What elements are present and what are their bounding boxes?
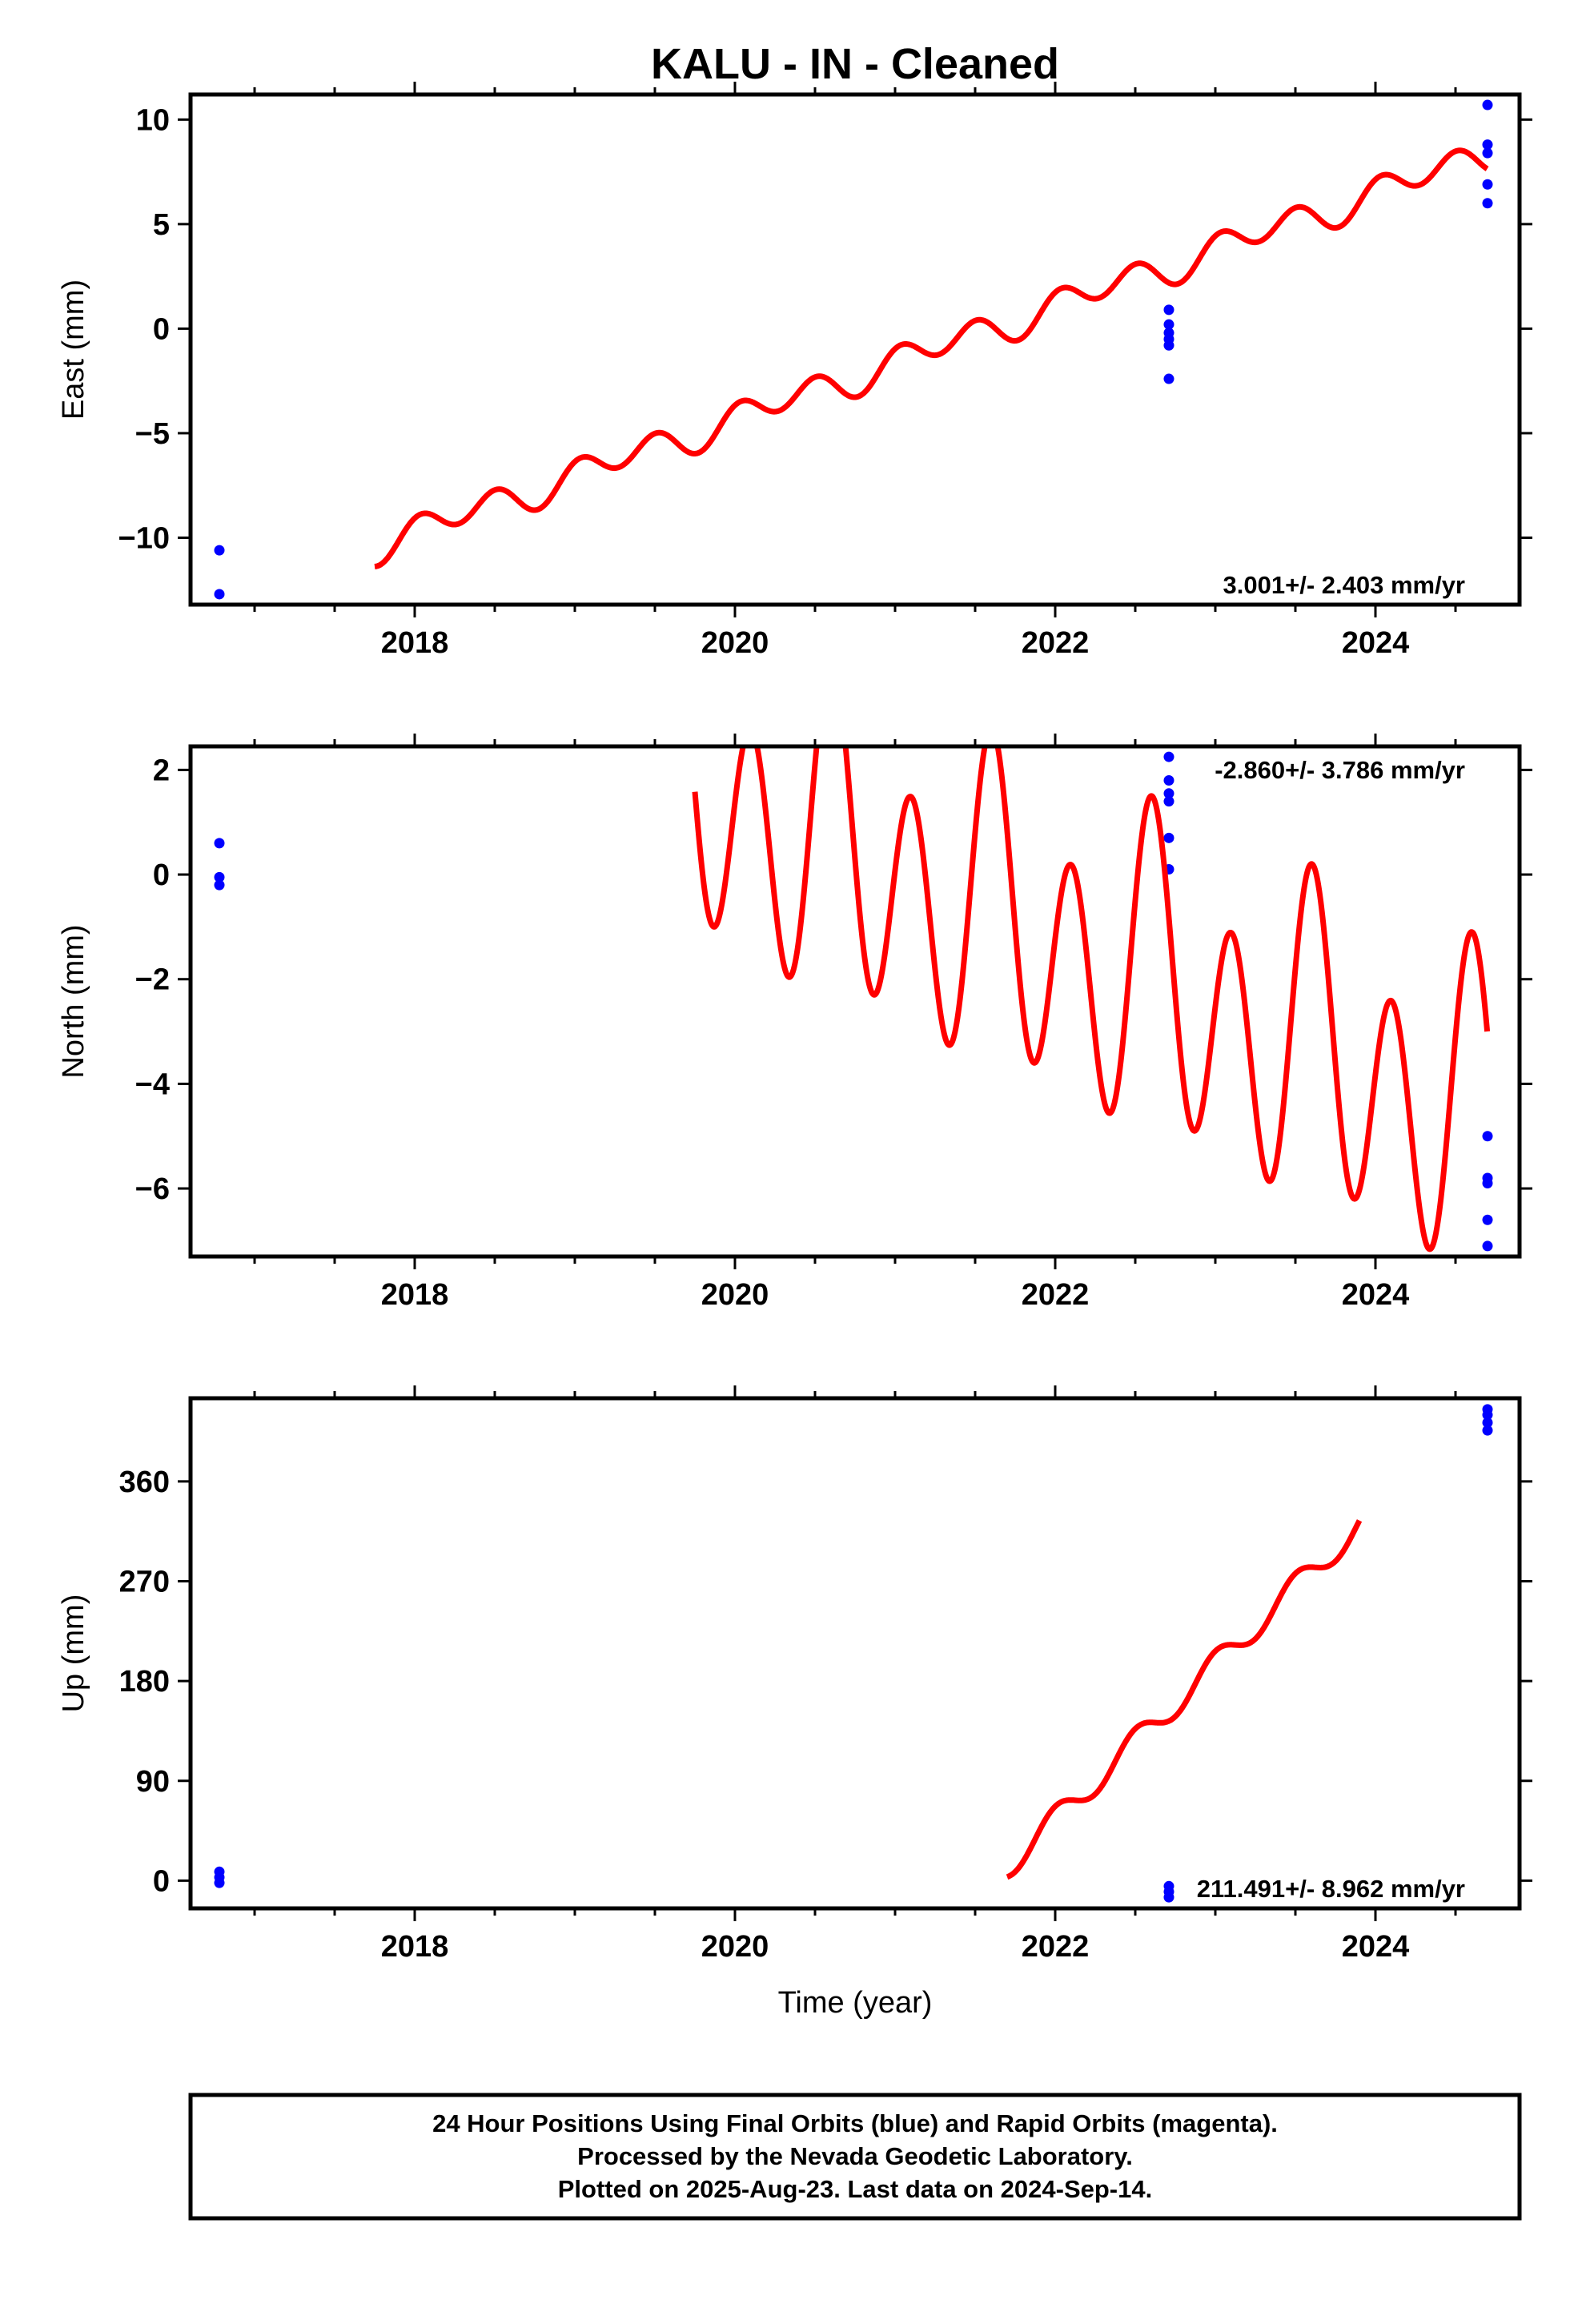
north-data-point <box>1482 1178 1493 1189</box>
east-plot-area <box>214 99 1493 600</box>
north-rate-label: -2.860+/- 3.786 mm/yr <box>1215 756 1465 784</box>
up-x-tick-label: 2024 <box>1342 1930 1410 1964</box>
east-y-tick-label: 5 <box>153 208 170 242</box>
up-data-point <box>1482 1409 1493 1421</box>
up-y-tick-label: 90 <box>136 1765 170 1799</box>
north-data-point <box>1163 774 1174 786</box>
north-data-point <box>1163 751 1174 762</box>
north-panel: 2018 2020 2022 2024 −6 −4 −2 0 2 North (mm) -2.860… <box>57 734 1532 1312</box>
up-frame <box>188 1396 1522 1911</box>
east-data-point <box>1163 319 1174 330</box>
figure-title: KALU - IN - Cleaned <box>651 40 1059 88</box>
up-panel: 2018 2020 2022 2024 0 90 180 270 360 Up (mm) Time … <box>57 1385 1532 2020</box>
east-data-point <box>1482 147 1493 159</box>
east-model-line <box>372 147 1490 569</box>
footer-frame <box>188 2093 1522 2221</box>
footer-line-2: Processed by the Nevada Geodetic Laborat… <box>577 2142 1133 2170</box>
north-y-tick-label: −4 <box>135 1068 170 1101</box>
up-model-line <box>1005 1518 1363 1880</box>
north-x-tick-label: 2018 <box>381 1278 449 1312</box>
up-y-tick-label: 180 <box>119 1665 170 1699</box>
east-y-tick-label: 0 <box>153 312 170 346</box>
north-data-point <box>1482 1131 1493 1142</box>
east-y-tick-label: 10 <box>136 103 170 137</box>
up-data-point <box>214 1877 225 1888</box>
north-data-point <box>1482 1240 1493 1252</box>
east-data-point <box>1482 139 1493 151</box>
footer-line-1: 24 Hour Positions Using Final Orbits (bl… <box>432 2109 1278 2137</box>
north-model-line <box>692 746 1491 1252</box>
north-data-point <box>214 838 225 849</box>
north-data-point <box>1163 832 1174 843</box>
east-x-tick-label: 2024 <box>1342 626 1410 660</box>
north-plot-area <box>214 746 1493 1252</box>
north-y-tick-label: −6 <box>135 1172 170 1206</box>
east-data-point <box>1163 304 1174 316</box>
up-y-tick-label: 360 <box>119 1466 170 1499</box>
east-x-tick-label: 2018 <box>381 626 449 660</box>
north-x-tick-label: 2020 <box>701 1278 769 1312</box>
north-x-tick-label: 2024 <box>1342 1278 1410 1312</box>
north-data-point <box>1482 1214 1493 1225</box>
north-frame <box>188 744 1522 1259</box>
east-panel: 2018 2020 2022 2024 −10 −5 0 5 10 East (mm) 3.001+… <box>57 82 1532 660</box>
north-y-tick-label: −2 <box>135 963 170 997</box>
north-data-point <box>1163 788 1174 799</box>
up-x-tick-label: 2022 <box>1022 1930 1090 1964</box>
north-data-point <box>1163 796 1174 807</box>
east-y-axis-label: East (mm) <box>57 279 90 420</box>
east-data-point <box>214 545 225 556</box>
north-y-tick-label: 0 <box>153 858 170 892</box>
east-y-tick-label: −10 <box>118 521 170 555</box>
north-y-axis-label: North (mm) <box>57 924 90 1078</box>
up-x-tick-label: 2018 <box>381 1930 449 1964</box>
north-y-tick-label: 2 <box>153 754 170 787</box>
east-data-point <box>1163 340 1174 351</box>
east-data-point <box>214 589 225 600</box>
footer-line-3: Plotted on 2025-Aug-23. Last data on 202… <box>558 2175 1152 2203</box>
east-data-point <box>1482 198 1493 209</box>
north-x-tick-label: 2022 <box>1022 1278 1090 1312</box>
east-rate-label: 3.001+/- 2.403 mm/yr <box>1223 571 1465 599</box>
up-plot-area <box>214 1404 1493 1903</box>
up-data-point <box>1482 1425 1493 1436</box>
up-data-point <box>1482 1417 1493 1428</box>
east-y-tick-label: −5 <box>135 417 170 451</box>
east-x-tick-label: 2022 <box>1022 626 1090 660</box>
east-data-point <box>1163 373 1174 384</box>
east-frame <box>188 92 1522 607</box>
up-x-axis-label: Time (year) <box>778 1986 933 2020</box>
up-rate-label: 211.491+/- 8.962 mm/yr <box>1197 1875 1465 1903</box>
east-data-point <box>1482 179 1493 190</box>
footer-box: 24 Hour Positions Using Final Orbits (bl… <box>188 2093 1522 2221</box>
north-data-point <box>214 879 225 891</box>
up-y-tick-label: 0 <box>153 1864 170 1898</box>
north-data-point <box>214 871 225 883</box>
east-data-point <box>1482 99 1493 111</box>
up-x-tick-label: 2020 <box>701 1930 769 1964</box>
east-x-tick-label: 2020 <box>701 626 769 660</box>
up-data-point <box>1163 1892 1174 1903</box>
up-y-tick-label: 270 <box>119 1565 170 1598</box>
up-y-axis-label: Up (mm) <box>57 1594 90 1713</box>
